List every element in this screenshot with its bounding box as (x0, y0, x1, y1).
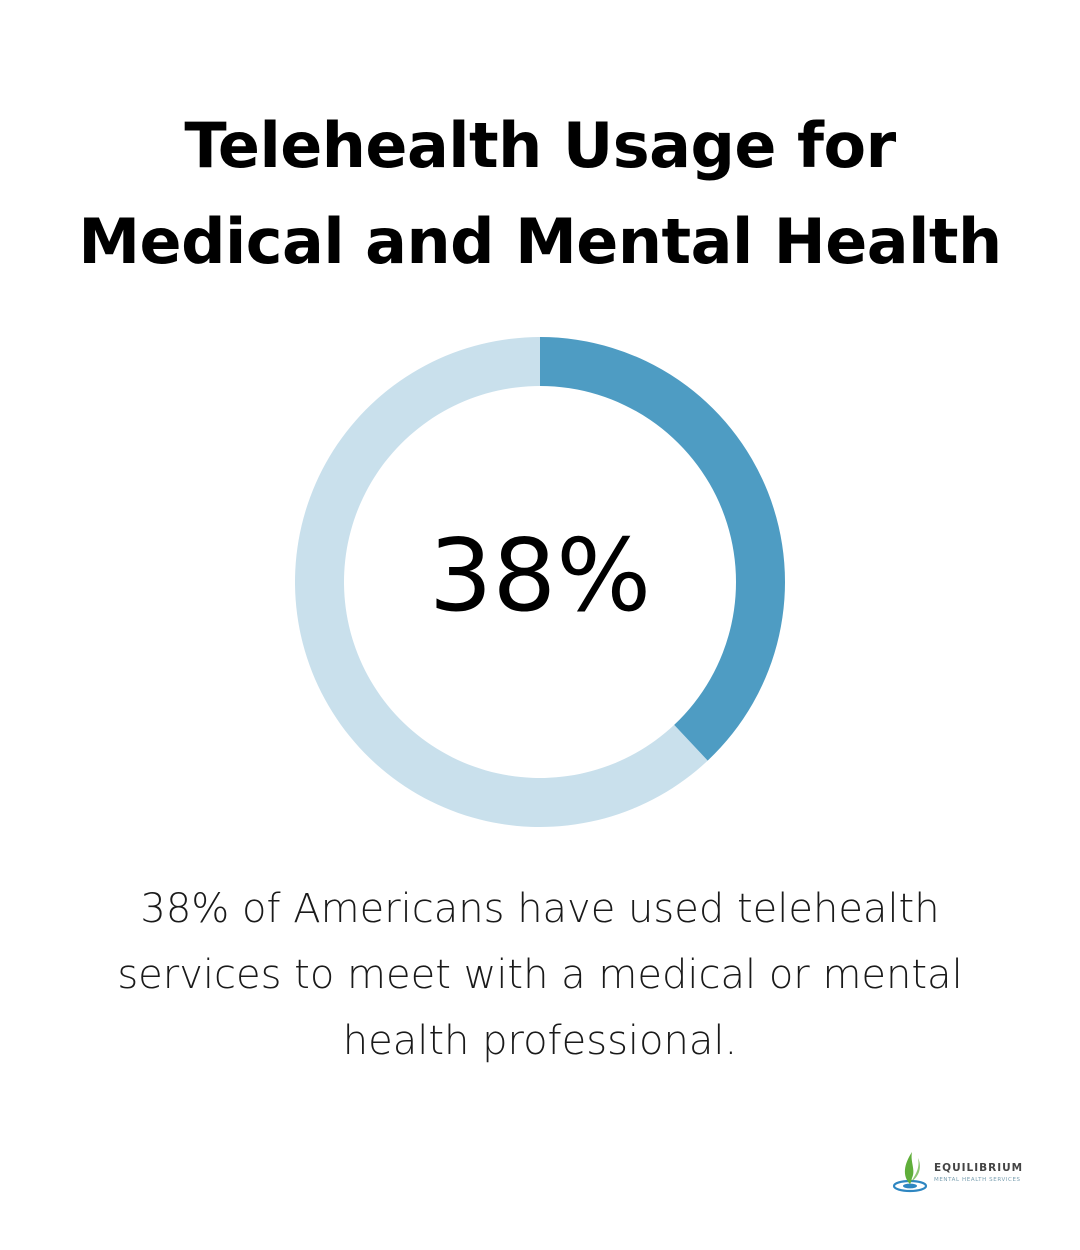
donut-chart: 38% (290, 332, 790, 832)
donut-slice-remainder (294, 337, 708, 827)
leaf-drop-icon (892, 1152, 928, 1193)
stat-description: 38% of Americans have used telehealth se… (117, 886, 963, 1064)
donut-slice-filled (540, 337, 785, 761)
brand-logo: EQUILIBRIUM MENTAL HEALTH SERVICES (892, 1144, 1042, 1194)
chart-title-line-1: Telehealth Usage for (184, 109, 896, 182)
donut-chart-svg (294, 337, 785, 827)
logo-tagline: MENTAL HEALTH SERVICES (934, 1177, 1021, 1183)
logo-name: EQUILIBRIUM (934, 1162, 1024, 1174)
chart-title: Telehealth Usage for Medical and Mental … (0, 98, 1080, 290)
donut-center-value: 38% (428, 517, 652, 634)
chart-title-line-2: Medical and Mental Health (78, 205, 1002, 278)
